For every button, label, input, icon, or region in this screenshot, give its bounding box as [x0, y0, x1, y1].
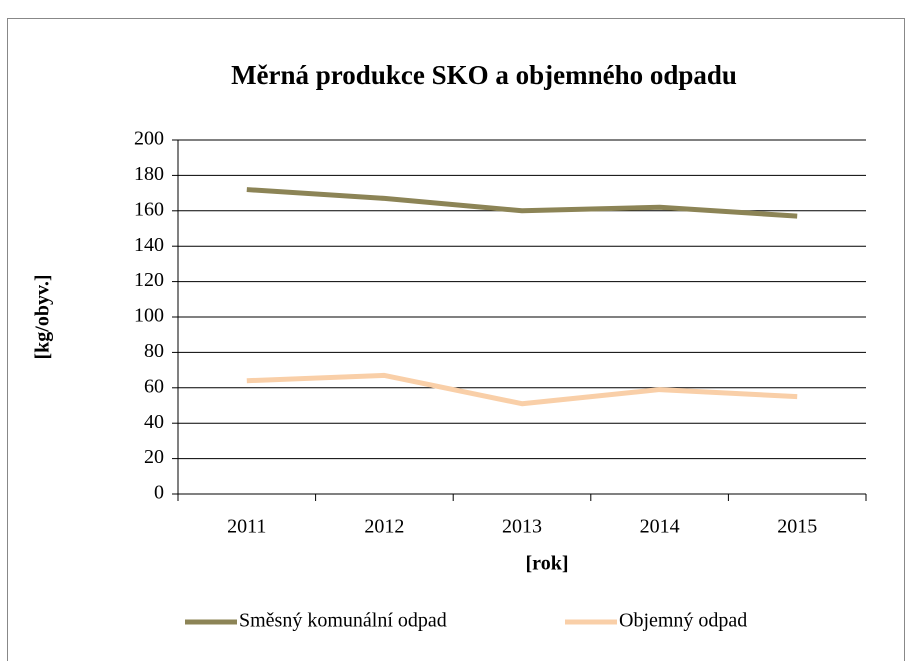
y-tick-label: 160 — [134, 198, 164, 220]
y-tick-label: 180 — [134, 163, 164, 185]
y-tick-label: 200 — [134, 128, 164, 150]
x-axis-label: [rok] — [526, 553, 569, 575]
x-tick-label: 2015 — [777, 516, 817, 538]
chart-frame — [7, 18, 905, 661]
y-tick-label: 40 — [144, 411, 164, 433]
y-tick-label: 60 — [144, 375, 164, 397]
y-tick-label: 0 — [154, 482, 164, 504]
y-tick-label: 120 — [134, 269, 164, 291]
x-tick-label: 2011 — [227, 516, 266, 538]
y-tick-label: 80 — [144, 340, 164, 362]
x-tick-label: 2014 — [640, 516, 680, 538]
chart-title: Měrná produkce SKO a objemného odpadu — [231, 60, 737, 90]
y-tick-label: 100 — [134, 305, 164, 327]
y-axis-label: [kg/obyv.] — [32, 274, 54, 359]
x-tick-label: 2013 — [502, 516, 542, 538]
series-line — [246, 187, 798, 219]
x-tick-label: 2012 — [364, 516, 404, 538]
series-line — [246, 372, 798, 407]
y-tick-label: 140 — [134, 234, 164, 256]
y-tick-label: 20 — [144, 446, 164, 468]
legend-label: Objemný odpad — [619, 610, 747, 632]
legend-label: Směsný komunální odpad — [239, 610, 447, 632]
